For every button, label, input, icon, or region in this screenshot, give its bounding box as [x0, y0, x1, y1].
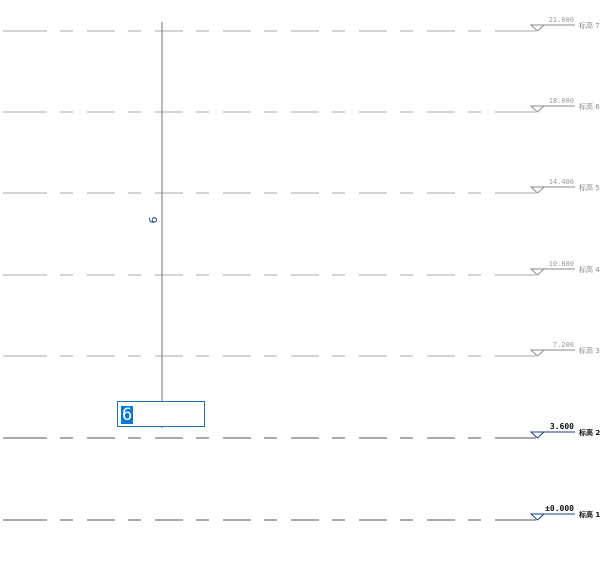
- level-5[interactable]: 14.400 标高 5: [3, 178, 600, 194]
- level-head-triangle-icon: [529, 349, 546, 357]
- level-name[interactable]: 标高 1: [578, 510, 600, 519]
- level-elevation[interactable]: 10.800: [549, 260, 574, 268]
- level-name[interactable]: 标高 4: [579, 265, 600, 274]
- level-head-triangle-icon: [529, 105, 546, 113]
- level-2[interactable]: 3.600 标高 2: [3, 422, 600, 439]
- level-name[interactable]: 标高 2: [578, 428, 600, 437]
- level-head-triangle-icon: [529, 186, 546, 194]
- level-name[interactable]: 标高 3: [579, 346, 600, 355]
- level-7[interactable]: 21.000 标高 7: [3, 16, 600, 32]
- level-name[interactable]: 标高 5: [579, 183, 600, 192]
- grid-name-edit-box[interactable]: 6: [117, 401, 205, 427]
- grid-label: 6: [147, 217, 160, 224]
- level-elevation[interactable]: 7.200: [553, 341, 574, 349]
- level-elevation[interactable]: ±0.000: [545, 504, 574, 513]
- grid-name-input-selected-text[interactable]: 6: [121, 405, 134, 425]
- level-3[interactable]: 7.200 标高 3: [3, 341, 600, 357]
- level-name[interactable]: 标高 6: [579, 102, 600, 111]
- level-name[interactable]: 标高 7: [579, 21, 600, 30]
- level-head-triangle-icon: [529, 513, 546, 521]
- level-4[interactable]: 10.800 标高 4: [3, 260, 600, 276]
- level-elevation[interactable]: 21.000: [549, 16, 574, 24]
- level-1[interactable]: ±0.000 标高 1: [3, 504, 600, 521]
- level-elevation[interactable]: 14.400: [549, 178, 574, 186]
- level-elevation[interactable]: 18.000: [549, 97, 574, 105]
- level-elevation[interactable]: 3.600: [550, 422, 574, 431]
- level-head-triangle-icon: [529, 24, 546, 32]
- level-head-triangle-icon: [529, 268, 546, 276]
- level-head-triangle-icon: [529, 431, 546, 439]
- level-6[interactable]: 18.000 标高 6: [3, 97, 600, 113]
